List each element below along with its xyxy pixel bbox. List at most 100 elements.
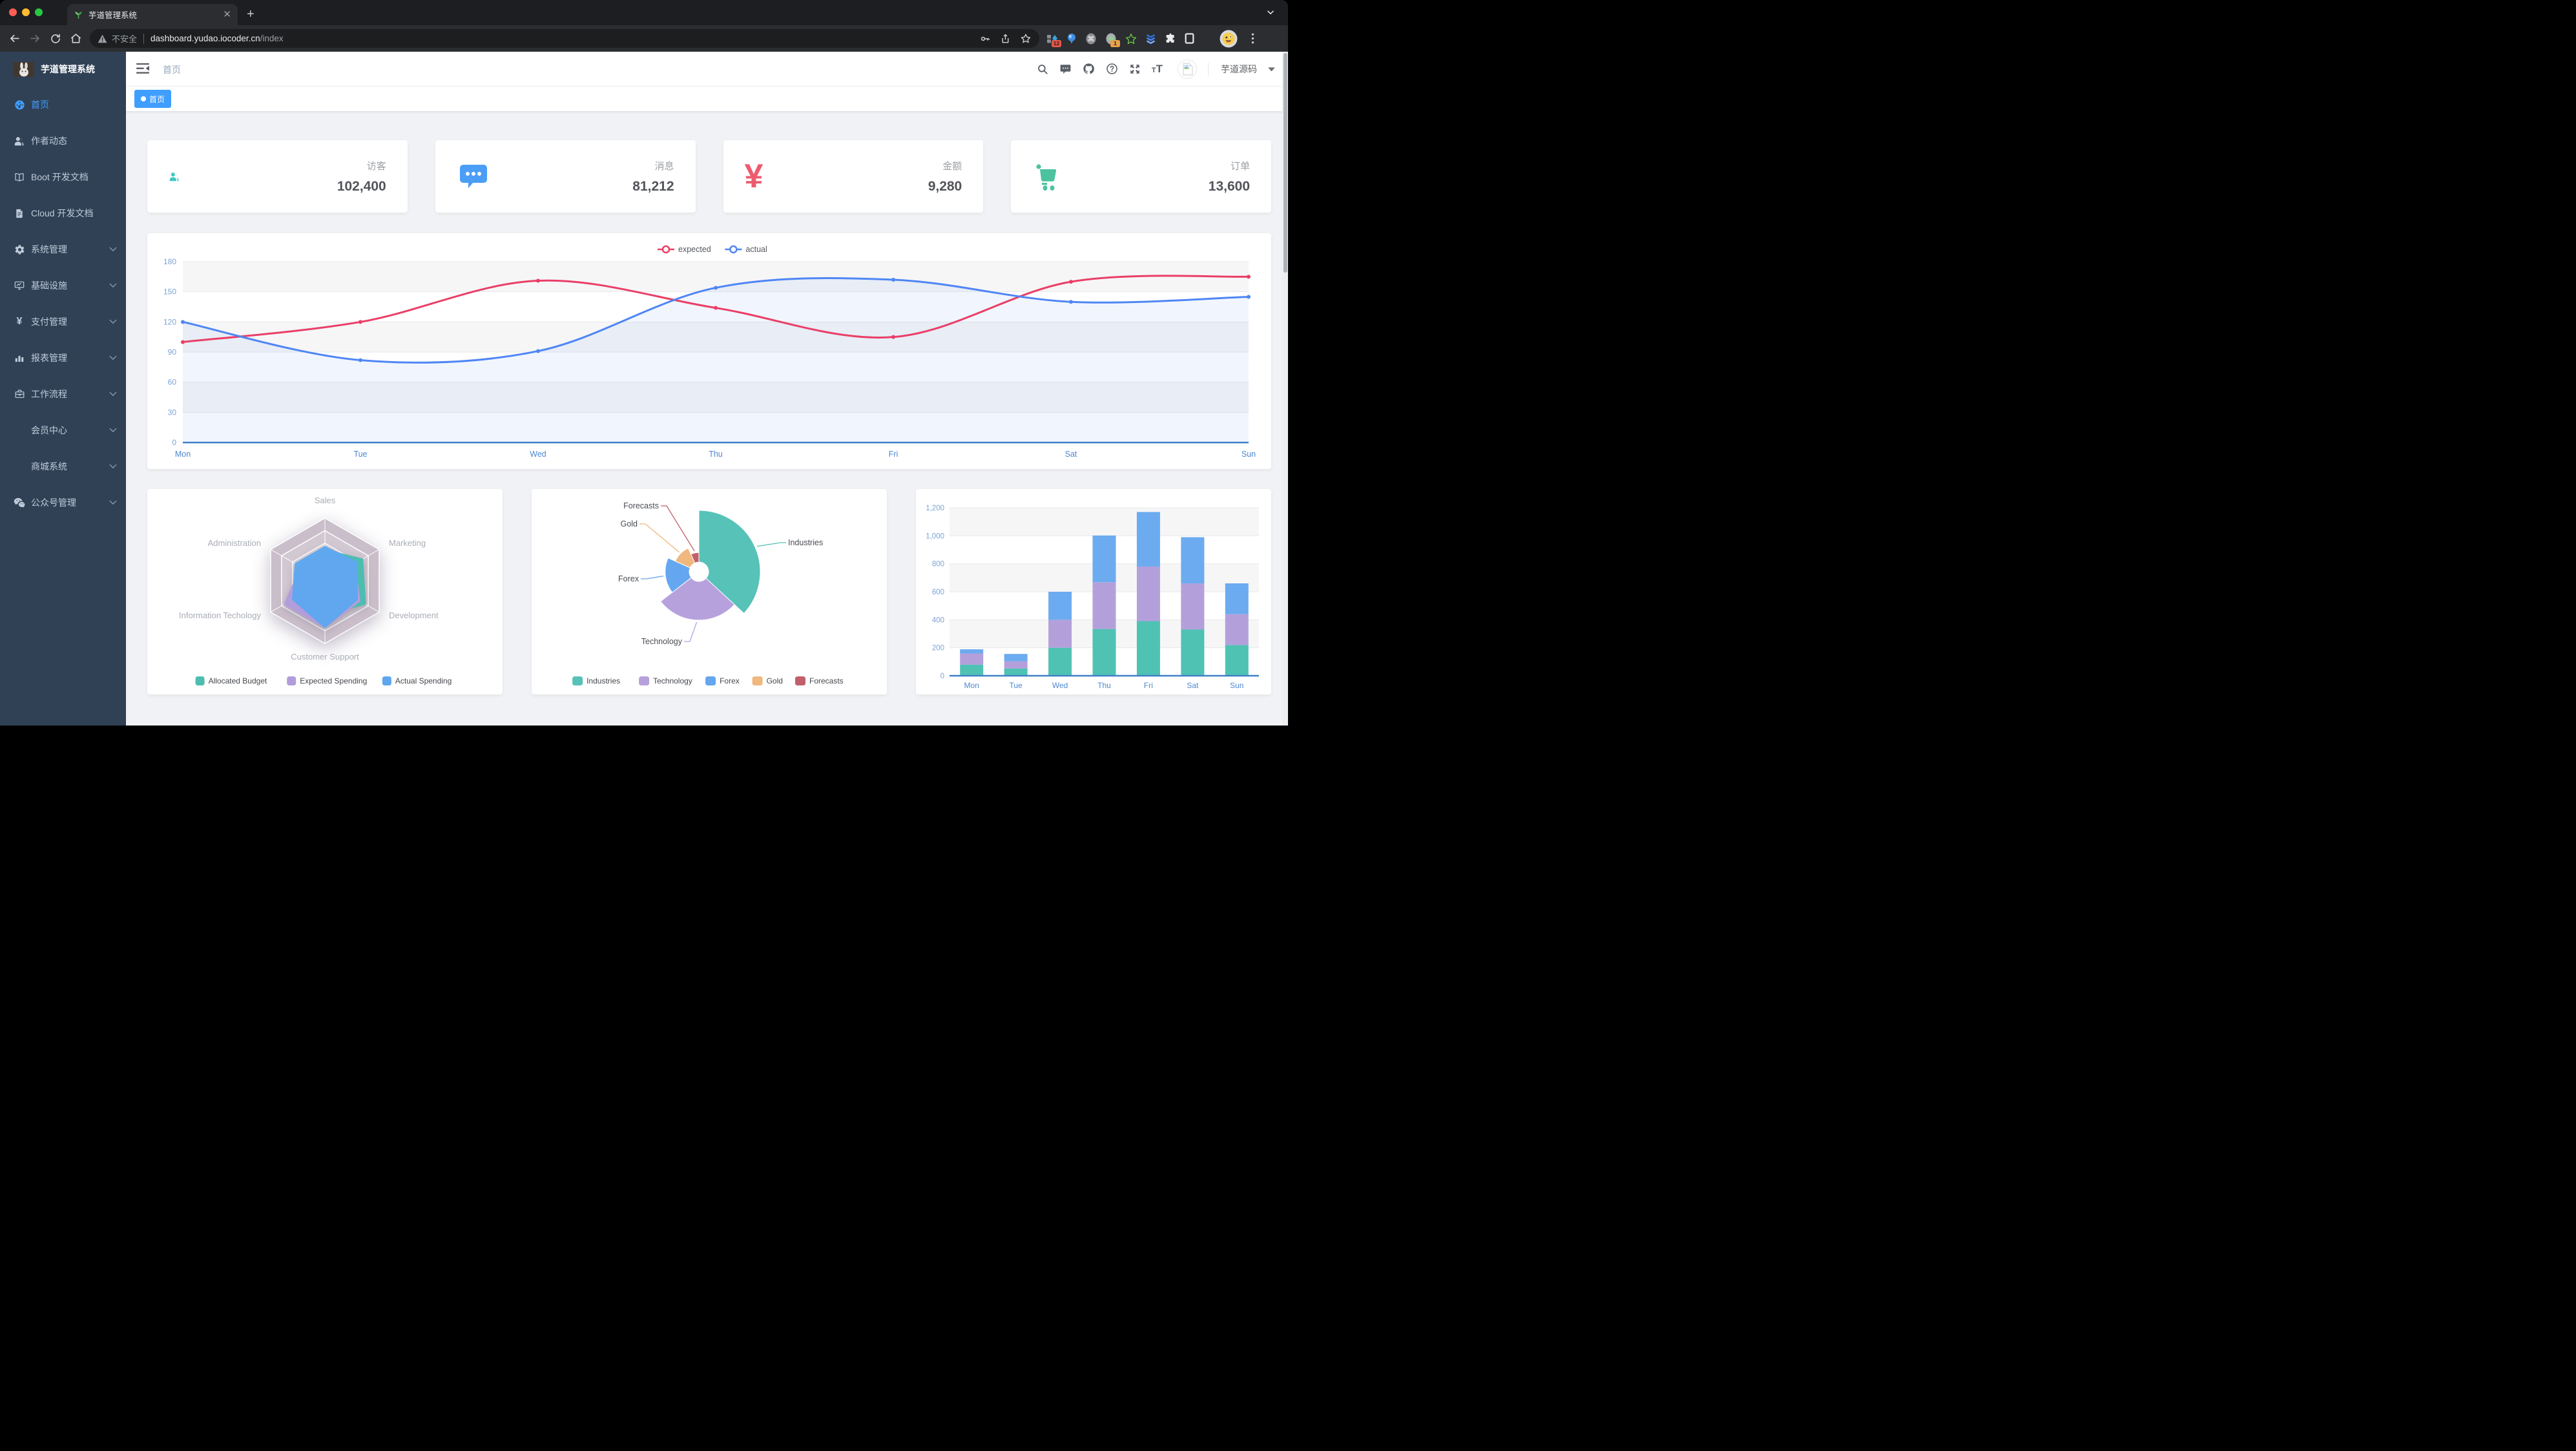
svg-text:0: 0 (940, 673, 944, 680)
sidebar-item-4[interactable]: 系统管理 (0, 231, 126, 267)
browser-menu-kebab-icon[interactable] (1251, 32, 1254, 45)
minimize-window-button[interactable] (22, 8, 30, 16)
extension-vue-icon[interactable]: 12 (1046, 33, 1061, 47)
svg-text:Development: Development (389, 611, 439, 620)
new-tab-button[interactable]: + (247, 7, 254, 21)
favicon-leaf-icon (74, 10, 83, 19)
sidebar-item-0[interactable]: 首页 (0, 87, 126, 123)
tag-home[interactable]: 首页 (134, 90, 172, 108)
close-window-button[interactable] (9, 8, 17, 16)
svg-text:1,200: 1,200 (926, 505, 944, 512)
people-icon (169, 171, 180, 182)
sidebar-item-1[interactable]: 作者动态 (0, 123, 126, 159)
username[interactable]: 芋道源码 (1221, 63, 1257, 74)
svg-text:Fri: Fri (1144, 681, 1153, 690)
chevron-down-icon (109, 500, 117, 505)
svg-text:Expected Spending: Expected Spending (300, 676, 367, 685)
zoom-window-button[interactable] (35, 8, 43, 16)
reload-icon[interactable] (50, 33, 61, 45)
stat-label: 金额 (942, 160, 962, 172)
tab-search-chevron-icon[interactable] (1266, 8, 1275, 17)
page-scrollbar[interactable] (1282, 52, 1288, 725)
browser-tab[interactable]: 芋道管理系统 ✕ (67, 4, 238, 25)
address-bar[interactable]: 不安全 dashboard.yudao.iocoder.cn /index (90, 29, 1039, 48)
chevron-down-icon (109, 247, 117, 252)
back-icon[interactable] (8, 32, 21, 45)
sidebar-item-6[interactable]: ¥ 支付管理 (0, 304, 126, 340)
security-label[interactable]: 不安全 (112, 34, 138, 44)
pie-chart[interactable]: Industries Technology Forex Gold Forecasts In… (532, 489, 887, 694)
briefcase-icon (12, 389, 27, 399)
bookmark-star-icon[interactable] (1020, 33, 1032, 45)
svg-text:Mon: Mon (175, 450, 191, 459)
profile-avatar[interactable] (1220, 30, 1238, 48)
stat-card-3[interactable]: 订单 13,600 (1011, 140, 1271, 213)
sidebar-item-8[interactable]: 工作流程 (0, 376, 126, 412)
stat-card-0[interactable]: 访客 102,400 (147, 140, 408, 213)
svg-text:Forecasts: Forecasts (809, 676, 844, 685)
sidepanel-icon[interactable] (1185, 33, 1194, 44)
extensions-puzzle-icon[interactable] (1165, 33, 1176, 45)
extension-recorder-icon[interactable]: 1 (1105, 33, 1120, 47)
monitor-icon (12, 280, 27, 291)
money-icon: ¥ (744, 158, 763, 195)
svg-text:150: 150 (163, 287, 176, 297)
password-key-icon[interactable] (979, 33, 991, 45)
svg-text:0: 0 (172, 438, 176, 447)
user-caret-icon[interactable] (1268, 67, 1275, 72)
sidebar-item-10[interactable]: 商城系统 (0, 448, 126, 485)
search-icon[interactable] (1037, 63, 1048, 75)
stat-value: 9,280 (928, 178, 962, 194)
stat-card-1[interactable]: 消息 81,212 (435, 140, 696, 213)
message-icon[interactable] (1059, 63, 1072, 75)
forward-icon[interactable] (29, 32, 41, 45)
people-icon (12, 136, 27, 147)
scrollbar-thumb[interactable] (1283, 53, 1287, 273)
tag-active-dot (141, 96, 146, 101)
app-title: 芋道管理系统 (41, 64, 95, 74)
svg-text:Technology: Technology (641, 637, 683, 646)
svg-text:800: 800 (932, 561, 944, 569)
bar-chart[interactable]: 0 200 400 600 800 1,000 1,200 Mon Tue Wed Thu Fri Sa… (916, 489, 1271, 694)
stat-card-2[interactable]: ¥ 金额 9,280 (723, 140, 984, 213)
svg-text:Allocated Budget: Allocated Budget (209, 676, 267, 685)
extension-chevrons-icon[interactable] (1145, 33, 1156, 45)
svg-text:Marketing: Marketing (389, 538, 426, 548)
svg-text:Thu: Thu (709, 450, 723, 459)
sidebar-item-7[interactable]: 报表管理 (0, 340, 126, 376)
sidebar-item-3[interactable]: Cloud 开发文档 (0, 195, 126, 231)
radar-chart[interactable]: Sales Marketing Development Customer Suppor… (147, 489, 503, 694)
sidebar-item-2[interactable]: Boot 开发文档 (0, 159, 126, 195)
browser-toolbar: 不安全 dashboard.yudao.iocoder.cn /index 12 (0, 25, 1288, 52)
sidebar-item-5[interactable]: 基础设施 (0, 267, 126, 304)
line-chart[interactable]: 0 30 60 90 120 150 180 Mon Tue Wed Thu Fri Sat Sun exp… (147, 233, 1271, 469)
bar-chart-card: 0 200 400 600 800 1,000 1,200 Mon Tue Wed Thu Fri Sa… (916, 489, 1271, 694)
help-icon[interactable] (1106, 63, 1118, 75)
extension-star-icon[interactable] (1125, 33, 1137, 45)
breadcrumb[interactable]: 首页 (163, 65, 181, 75)
extension-command-icon[interactable]: ⌘ (1085, 33, 1097, 45)
home-icon[interactable] (70, 32, 82, 45)
github-icon[interactable] (1083, 63, 1095, 75)
sidebar-item-9[interactable]: 会员中心 (0, 412, 126, 448)
sidebar-item-11[interactable]: 公众号管理 (0, 485, 126, 521)
yen-icon: ¥ (16, 316, 23, 327)
app-logo[interactable]: 芋道管理系统 (0, 52, 126, 87)
svg-text:180: 180 (163, 257, 176, 266)
url-host: dashboard.yudao.iocoder.cn (151, 34, 260, 43)
extension-balloon-icon[interactable] (1066, 33, 1077, 45)
window-controls[interactable] (9, 8, 43, 16)
sidebar: 芋道管理系统 首页 作者动态 Boot 开发文档 Cloud 开发文档系统管理基础设施… (0, 52, 126, 725)
tab-close-icon[interactable]: ✕ (223, 9, 231, 20)
sidebar-item-label: 系统管理 (31, 244, 67, 255)
font-size-icon[interactable]: TT (1151, 63, 1163, 75)
share-icon[interactable] (1000, 33, 1011, 45)
svg-text:Technology: Technology (653, 676, 692, 685)
stat-label: 访客 (366, 160, 386, 172)
fullscreen-icon[interactable] (1129, 63, 1141, 75)
extensions-row: 12 ⌘ 1 (1046, 25, 1254, 52)
gear-icon (12, 244, 27, 255)
user-avatar[interactable] (1178, 59, 1197, 79)
hamburger-icon[interactable] (136, 62, 150, 75)
svg-text:expected: expected (678, 245, 711, 254)
